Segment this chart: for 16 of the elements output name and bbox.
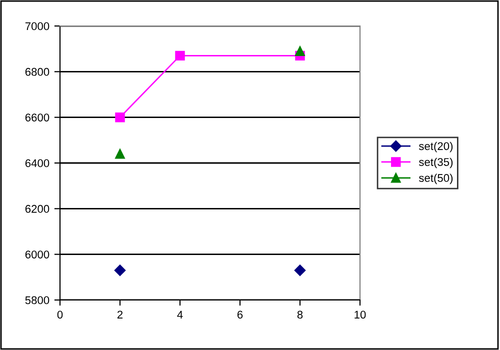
legend-label: set(20) [418,142,453,152]
legend-label: set(50) [418,174,453,184]
y-tick-label: 6600 [25,114,50,122]
legend-label: set(35) [418,158,453,168]
x-tick-label: 8 [297,310,303,319]
y-tick-label: 7000 [25,22,50,30]
x-tick-label: 4 [177,310,183,318]
y-tick-label: 5800 [25,296,50,304]
x-tick-label: 6 [237,310,243,319]
y-tick-label: 6000 [25,250,50,258]
x-tick-label: 10 [354,310,366,319]
y-tick-label: 6800 [25,68,50,76]
x-tick-label: 0 [57,310,63,319]
x-tick-label: 2 [117,310,123,318]
y-tick-label: 6200 [25,204,50,213]
y-tick-label: 6400 [25,159,50,168]
